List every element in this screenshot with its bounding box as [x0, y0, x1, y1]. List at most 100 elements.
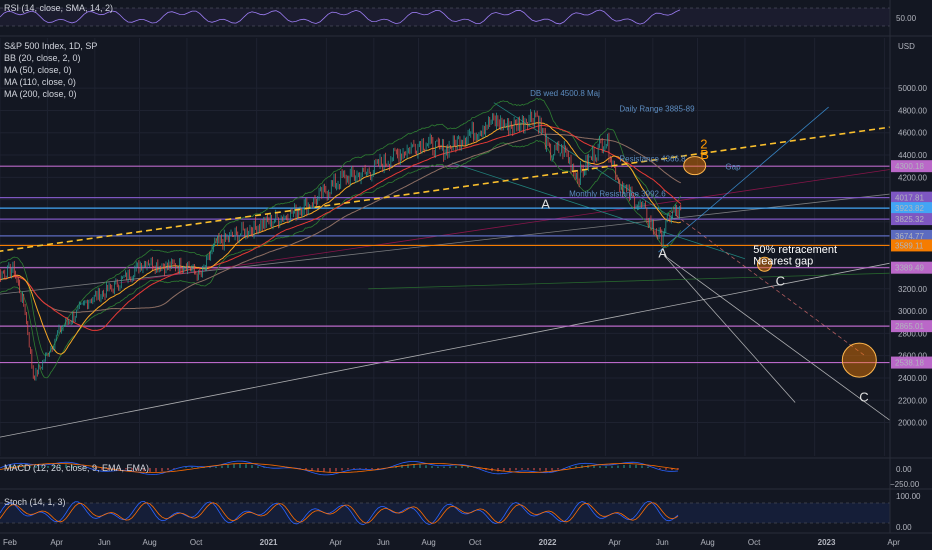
level-label-text: 3674.77 — [895, 232, 924, 241]
currency-label: USD — [898, 42, 915, 51]
legend-ma200: MA (200, close, 0) — [4, 89, 77, 99]
main-legend: S&P 500 Index, 1D, SP BB (20, close, 2, … — [4, 41, 97, 99]
annotation-text: 50% retracement — [753, 244, 837, 256]
down-trend-line — [663, 255, 891, 421]
legend-ma50: MA (50, close, 0) — [4, 65, 72, 75]
channel-lower-line — [451, 162, 746, 260]
price-tick-label: 2000.00 — [898, 419, 927, 428]
resistance-trend-line — [117, 169, 891, 284]
annotation-text: C — [776, 273, 785, 288]
level-label-text: 3923.82 — [895, 204, 924, 213]
macd-pane: MACD (12, 26, close, 9, EMA, EMA) 0.00 −… — [0, 460, 920, 489]
annotation-text: A — [658, 246, 667, 261]
stoch-d-line — [0, 502, 679, 524]
price-tick-label: 3000.00 — [898, 307, 927, 316]
time-tick-label: Apr — [608, 538, 621, 547]
rsi-pane: RSI (14, close, SMA, 14, 2) 50.00 — [0, 0, 917, 30]
level-label-bg — [891, 229, 932, 242]
fan-line — [658, 106, 829, 253]
target-circle — [841, 342, 877, 378]
stoch-band-fill — [0, 503, 890, 523]
price-tick-label: 4200.00 — [898, 173, 927, 182]
price-tick-label: 2200.00 — [898, 396, 927, 405]
stoch-k-line — [0, 500, 679, 526]
price-candles — [0, 109, 682, 381]
annotation-text: Monthly Resistance 3992.6 — [569, 189, 666, 198]
level-label-bg — [891, 261, 932, 274]
price-tick-label: 4800.00 — [898, 106, 927, 115]
stoch-pane: Stoch (14, 1, 3) 100.00 0.00 — [0, 492, 921, 532]
macd-legend-label: MACD (12, 26, close, 9, EMA, EMA) — [4, 463, 149, 473]
time-tick-label: 2022 — [539, 538, 557, 547]
target-circle — [683, 156, 707, 176]
level-label-text: 2865.01 — [895, 322, 924, 331]
price-grid — [0, 87, 890, 424]
level-label-bg — [891, 356, 932, 369]
legend-ma110: MA (110, close, 0) — [4, 77, 76, 87]
time-tick-label: 2023 — [818, 538, 836, 547]
main-pane: DB wed 4500.8 Maj Daily Range 3885-89 Resi… — [0, 38, 932, 456]
time-tick-label: Apr — [887, 538, 900, 547]
price-tick-label: 3200.00 — [898, 285, 927, 294]
ma50-line — [0, 122, 681, 355]
level-label-text: 3825.32 — [895, 215, 924, 224]
yellow-trend-line — [0, 126, 891, 252]
price-tick-label: 2400.00 — [898, 374, 927, 383]
annotation-text: C — [859, 389, 868, 404]
level-label-text: 4300.18 — [895, 162, 924, 171]
level-label-bg — [891, 191, 932, 204]
macd-tick-zero: 0.00 — [896, 465, 912, 474]
price-tick-label: 4400.00 — [898, 151, 927, 160]
stoch-legend-label: Stoch (14, 1, 3) — [4, 497, 66, 507]
price-tick-label: 2600.00 — [898, 352, 927, 361]
level-label-bg — [891, 239, 932, 252]
annotation-text: Gap — [725, 163, 741, 172]
level-label-bg — [891, 202, 932, 215]
annotation-text: Resistance 4366.8 — [619, 155, 686, 164]
rsi-line — [0, 9, 681, 25]
level-label-text: 3389.49 — [895, 264, 924, 273]
annotation-text: Nearest gap — [753, 255, 813, 267]
green-trend-line — [368, 272, 891, 290]
price-tick-label: 5000.00 — [898, 84, 927, 93]
time-tick-label: 2021 — [260, 538, 278, 547]
steep-down-line — [663, 255, 796, 403]
bollinger-lower — [0, 139, 682, 379]
time-tick-label: Jun — [656, 538, 669, 547]
price-tick-label: 4600.00 — [898, 129, 927, 138]
annotation-text: A — [541, 197, 550, 212]
support-trend-line — [0, 262, 891, 438]
horizontal-levels — [0, 165, 890, 364]
time-tick-label: Oct — [190, 538, 203, 547]
stoch-tick-100: 100.00 — [896, 492, 921, 501]
annotation-text: Daily Range 3885-89 — [619, 105, 695, 114]
ma110-line — [0, 124, 682, 331]
price-tick-label: 2800.00 — [898, 329, 927, 338]
projection-line — [669, 210, 866, 357]
annotation-text: DB wed 4500.8 Maj — [530, 89, 600, 98]
annotation-text: B — [700, 147, 709, 162]
rsi-legend-label: RSI (14, close, SMA, 14, 2) — [4, 3, 113, 13]
target-circles — [683, 156, 877, 378]
level-label-text: 2538.18 — [895, 359, 924, 368]
time-tick-label: Jun — [377, 538, 390, 547]
chart-annotations: DB wed 4500.8 Maj Daily Range 3885-89 Resi… — [530, 89, 869, 404]
macd-tick-neg: −250.00 — [890, 480, 920, 489]
time-tick-label: Oct — [469, 538, 482, 547]
legend-symbol: S&P 500 Index, 1D, SP — [4, 41, 97, 51]
level-label-bg — [891, 213, 932, 226]
target-circle — [756, 256, 772, 272]
time-tick-label: Aug — [421, 538, 435, 547]
time-tick-label: Apr — [50, 538, 63, 547]
time-tick-label: Jun — [98, 538, 111, 547]
time-tick-label: Feb — [3, 538, 17, 547]
time-tick-label: Oct — [748, 538, 761, 547]
rsi-tick-50: 50.00 — [896, 14, 917, 23]
level-label-text: 3589.11 — [895, 241, 924, 250]
time-tick-label: Aug — [700, 538, 714, 547]
time-grid — [0, 38, 885, 456]
rsi-band-fill — [0, 8, 890, 26]
level-label-text: 4017.81 — [895, 194, 924, 203]
